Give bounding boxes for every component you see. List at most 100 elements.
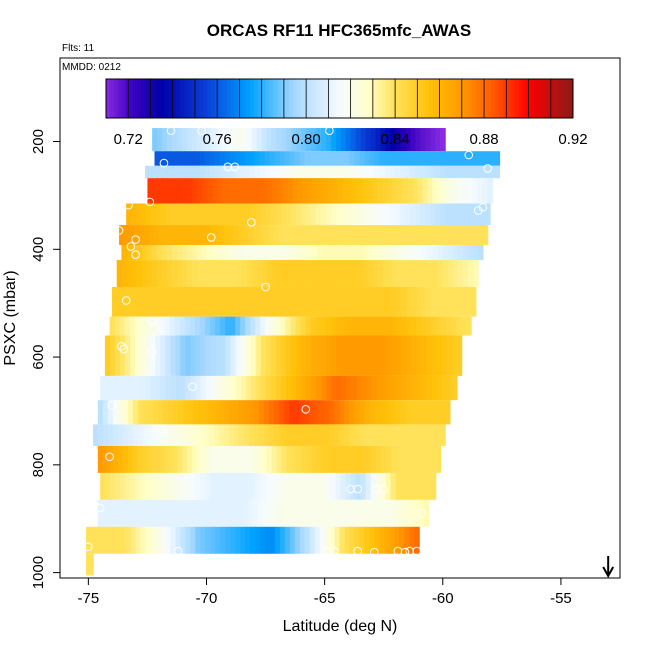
heatmap-cell [215, 203, 222, 226]
heatmap-band [100, 375, 458, 401]
heatmap-cell [266, 375, 272, 401]
heatmap-cell [140, 526, 147, 554]
heatmap-cell [151, 203, 157, 226]
colorbar-segment [144, 79, 150, 118]
heatmap-cell [152, 499, 159, 527]
heatmap-cell [209, 165, 216, 179]
heatmap-cell [190, 335, 196, 376]
heatmap-cell [447, 178, 454, 204]
heatmap-cell [407, 260, 414, 288]
heatmap-cell [302, 178, 309, 204]
heatmap-cell [155, 375, 162, 401]
heatmap-cell [397, 244, 404, 261]
sample-point [131, 250, 140, 259]
colorbar-segment [429, 79, 434, 118]
heatmap-cell [396, 375, 403, 401]
heatmap-cell [198, 400, 205, 425]
heatmap-cell [421, 375, 428, 401]
y-tick-label: 1000 [30, 556, 47, 589]
colorbar-segment [502, 79, 508, 118]
heatmap-cell [85, 553, 94, 576]
heatmap-cell [372, 260, 379, 288]
y-tick-label: 800 [30, 452, 47, 477]
heatmap-cell [159, 151, 166, 166]
heatmap-cell [295, 316, 302, 336]
heatmap-cell [135, 526, 142, 554]
colorbar-segment [452, 79, 457, 118]
heatmap-cell [314, 424, 321, 446]
heatmap-cell [411, 335, 418, 376]
heatmap-cell [168, 424, 175, 446]
heatmap-cell [467, 225, 474, 245]
heatmap-cell [270, 203, 277, 226]
heatmap-cell [319, 165, 326, 179]
heatmap-cell [202, 260, 208, 288]
heatmap-cell [303, 499, 309, 527]
heatmap-cell [255, 375, 262, 401]
heatmap-cell [244, 151, 251, 166]
heatmap-cell [388, 499, 395, 527]
heatmap-cell [211, 244, 218, 261]
colorbar-segment [242, 79, 247, 118]
sample-point [457, 131, 466, 141]
heatmap-cell [151, 244, 158, 261]
heatmap-cell [347, 244, 353, 261]
heatmap-cell [210, 335, 217, 376]
heatmap-cell [435, 203, 441, 226]
heatmap-cell [184, 151, 191, 166]
sample-point [369, 547, 379, 557]
heatmap-cell [198, 225, 205, 245]
heatmap-cell [370, 203, 376, 226]
heatmap-cell [303, 225, 309, 245]
heatmap-cell [390, 128, 397, 152]
heatmap-cell [441, 335, 448, 376]
heatmap-cell [240, 472, 246, 500]
heatmap-cell [289, 165, 296, 179]
heatmap-cell [270, 335, 277, 376]
heatmap-cell [272, 260, 278, 288]
heatmap-cell [316, 128, 322, 152]
colorbar-segment [374, 79, 379, 118]
heatmap-cell [326, 335, 332, 376]
heatmap-cell [230, 375, 237, 401]
sample-point [206, 233, 216, 242]
heatmap-cell [407, 244, 414, 261]
heatmap-cell [360, 445, 367, 473]
heatmap-cell [411, 287, 417, 317]
heatmap-cell [268, 400, 275, 425]
heatmap-cell [208, 225, 215, 245]
heatmap-cell [218, 499, 224, 527]
heatmap-cell [399, 165, 406, 179]
colorbar-segment [432, 79, 438, 118]
heatmap-cell [332, 178, 339, 204]
heatmap-cell [430, 128, 436, 152]
colorbar-segment [137, 79, 142, 118]
heatmap-cell [161, 203, 167, 226]
heatmap-cell [421, 287, 427, 317]
heatmap-cell [300, 203, 307, 226]
heatmap-cell [171, 287, 178, 317]
heatmap-cell [392, 178, 399, 204]
heatmap-cell [320, 335, 327, 376]
heatmap-cell [181, 244, 188, 261]
heatmap-cell [446, 335, 453, 376]
heatmap-cell [152, 128, 158, 152]
heatmap-cell [385, 203, 391, 226]
heatmap-cell [357, 244, 364, 261]
heatmap-cell [351, 375, 358, 401]
heatmap-cell [417, 260, 424, 288]
sample-point [119, 344, 129, 354]
heatmap-cell [171, 203, 177, 226]
heatmap-cell [115, 526, 122, 554]
colorbar-segment [331, 79, 337, 118]
heatmap-cell [195, 472, 201, 500]
heatmap-cell [322, 260, 329, 288]
heatmap-cell [349, 526, 356, 554]
heatmap-cell [306, 128, 312, 152]
colorbar-segment [541, 79, 547, 118]
heatmap-cell [276, 375, 282, 401]
sample-point [157, 425, 166, 435]
heatmap-cell [122, 499, 129, 527]
heatmap-cell [447, 244, 454, 261]
heatmap-cell [420, 472, 427, 500]
